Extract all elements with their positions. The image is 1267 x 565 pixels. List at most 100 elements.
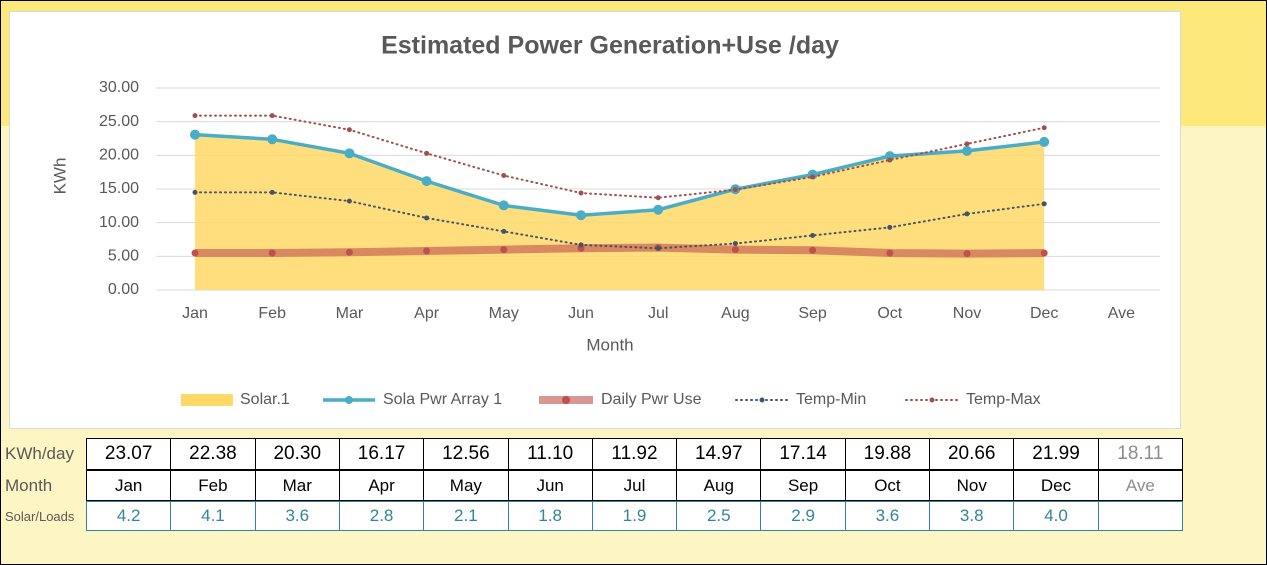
table-cell: 20.30 — [254, 438, 340, 470]
table-cell: 3.8 — [929, 501, 1015, 531]
point — [887, 224, 893, 230]
legend-marker — [759, 397, 765, 403]
point — [269, 113, 275, 119]
line — [195, 243, 1045, 258]
point — [191, 249, 199, 257]
point — [192, 189, 198, 195]
point — [886, 249, 894, 257]
point — [346, 127, 352, 133]
point — [809, 246, 817, 254]
line — [194, 191, 1046, 250]
chart: Estimated Power Generation+Use /day Mont… — [50, 32, 1160, 408]
point — [964, 211, 970, 217]
table-cell: Oct — [844, 470, 931, 501]
table-cell: Jun — [507, 470, 593, 501]
point — [424, 150, 430, 156]
table-cell: 3.6 — [844, 501, 931, 531]
point — [731, 246, 739, 254]
point — [655, 245, 661, 251]
legend-marker — [929, 397, 935, 403]
table-cell: 12.56 — [423, 438, 509, 470]
point — [732, 241, 738, 247]
legend-label: Daily Pwr Use — [601, 391, 702, 408]
table-cell: Feb — [170, 470, 256, 501]
table-cell: Jul — [591, 470, 678, 501]
point — [500, 246, 508, 254]
point — [887, 157, 893, 163]
legend-label: Sola Pwr Array 1 — [383, 391, 502, 408]
table-cell: 20.66 — [929, 438, 1015, 470]
table-cell: 2.8 — [338, 501, 425, 531]
table-cell: 19.88 — [844, 438, 931, 470]
point — [810, 174, 816, 180]
table-cell: 2.1 — [423, 501, 509, 531]
x-tick-label: Jun — [568, 305, 594, 322]
table-cell: 22.38 — [170, 438, 256, 470]
y-tick-label: 0.00 — [108, 281, 139, 298]
table-cell: Sep — [760, 470, 846, 501]
point — [346, 198, 352, 204]
y-tick-label: 15.00 — [99, 180, 139, 197]
x-tick-label: Nov — [953, 305, 981, 322]
table-cell: 1.9 — [591, 501, 678, 531]
point — [963, 250, 971, 258]
point — [421, 176, 432, 187]
legend-marker — [562, 396, 570, 404]
point — [267, 134, 278, 145]
x-tick-label: Oct — [877, 305, 902, 322]
legend-label: Temp-Min — [796, 391, 866, 408]
point — [190, 129, 200, 140]
point — [578, 242, 584, 248]
legend-label: Temp-Max — [966, 391, 1041, 408]
x-tick-label: Jan — [182, 305, 208, 322]
x-tick-label: May — [489, 305, 519, 322]
table-cell: 1.8 — [507, 501, 593, 531]
point — [192, 113, 198, 119]
row-header: Month — [5, 475, 53, 495]
x-axis-label: Month — [586, 335, 633, 354]
table-cell: Jan — [86, 470, 172, 501]
point — [732, 187, 738, 193]
table-cell: 11.92 — [591, 438, 678, 470]
line — [194, 132, 1045, 218]
point — [501, 173, 507, 179]
row-header: KWh/day — [5, 444, 74, 463]
table-cell: 2.5 — [676, 501, 762, 531]
point — [576, 210, 586, 221]
table-cell: 14.97 — [676, 438, 762, 470]
point — [655, 195, 661, 201]
table-cell: 4.1 — [170, 501, 256, 531]
point — [964, 141, 970, 147]
x-tick-label: Sep — [798, 305, 827, 322]
x-tick-label: Aug — [721, 305, 749, 322]
legend-swatch — [181, 394, 233, 406]
table-cell: 21.99 — [1013, 438, 1099, 470]
table-cell — [1097, 501, 1183, 531]
table-cell: 16.17 — [338, 438, 425, 470]
y-tick-label: 30.00 — [99, 79, 139, 96]
y-axis-label: KWh — [50, 158, 69, 195]
table-cell: Apr — [338, 470, 425, 501]
point — [653, 204, 664, 215]
point — [498, 200, 509, 211]
table-cell: Mar — [254, 470, 340, 501]
point — [268, 249, 276, 257]
table-cell: 2.9 — [760, 501, 846, 531]
x-tick-label: Feb — [258, 305, 286, 322]
table-cell: Dec — [1013, 470, 1099, 501]
x-tick-label: Jul — [648, 305, 668, 322]
table-cell: 3.6 — [254, 501, 340, 531]
x-tick-label: Dec — [1030, 305, 1058, 322]
y-tick-label: 25.00 — [99, 113, 139, 130]
legend-label: Solar.1 — [240, 391, 290, 408]
x-tick-label: Ave — [1108, 305, 1135, 322]
chart-title: Estimated Power Generation+Use /day — [381, 32, 839, 60]
point — [345, 248, 353, 256]
x-tick-label: Apr — [414, 305, 440, 322]
table-cell: 4.2 — [86, 501, 172, 531]
y-tick-label: 20.00 — [99, 147, 139, 164]
point — [962, 145, 972, 156]
table-cell: 17.14 — [760, 438, 846, 470]
point — [810, 232, 816, 238]
